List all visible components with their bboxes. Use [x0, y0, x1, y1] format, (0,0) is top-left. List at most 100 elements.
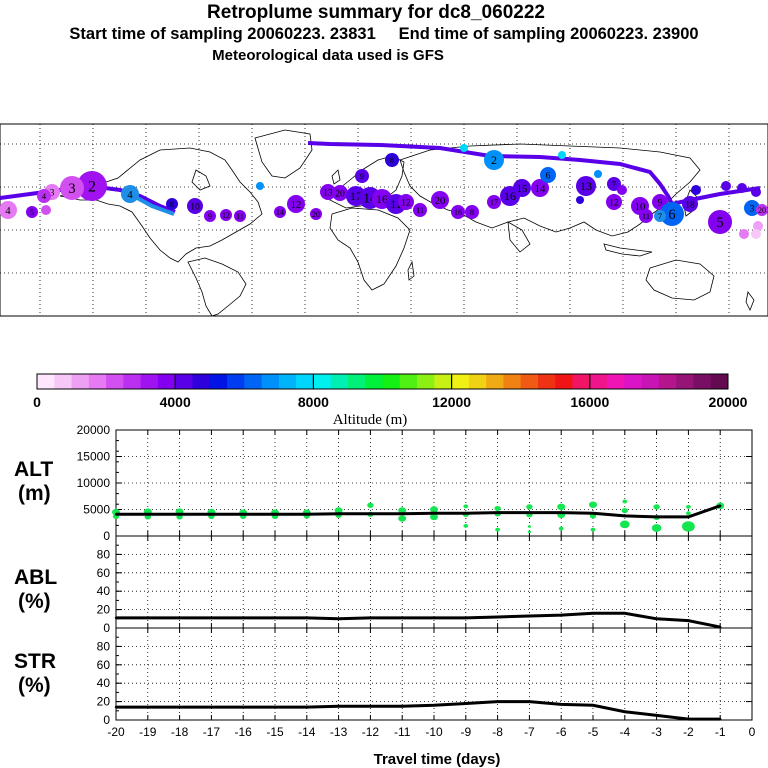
- series-point: [305, 616, 308, 620]
- plume-day-label: 10: [190, 201, 200, 212]
- colorbar-swatch: [347, 374, 366, 389]
- colorbar-swatch: [227, 374, 245, 389]
- colorbar-swatch: [693, 374, 712, 389]
- altitude-scatter-point: [682, 521, 695, 532]
- colorbar-swatch: [624, 374, 643, 389]
- colorbar-swatch: [192, 374, 211, 389]
- plume-marker: [751, 229, 761, 239]
- colorbar-swatch: [37, 374, 55, 389]
- plume-marker-circle: [431, 191, 449, 209]
- plume-day-label: 11: [236, 212, 244, 221]
- colorbar-title: Altitude (m): [333, 412, 408, 428]
- series-point: [591, 612, 595, 615]
- plume-marker: 12: [220, 209, 232, 221]
- coast-south-america: [187, 257, 247, 317]
- x-tick-label: -14: [298, 725, 316, 739]
- y-tick-label: 5000: [83, 503, 110, 517]
- series-point: [687, 717, 690, 721]
- plume-marker: 11: [234, 210, 246, 222]
- colorbar-swatch: [313, 374, 332, 389]
- plume-day-label: 11: [642, 212, 650, 221]
- series-point: [337, 705, 340, 708]
- plume-marker-circle: [513, 179, 531, 197]
- colorbar-swatch: [589, 374, 608, 389]
- plume-day-label: 9: [658, 197, 663, 208]
- series-point: [337, 617, 340, 620]
- series-point: [623, 514, 626, 518]
- plume-day-label: 4: [127, 189, 133, 201]
- series-point: [369, 705, 372, 708]
- map-graticule: [0, 124, 768, 316]
- y-tick-label: 10000: [77, 476, 111, 490]
- plume-marker-circle: [256, 182, 264, 190]
- plume-marker: 15: [513, 179, 531, 197]
- plume-marker-circle: [751, 229, 761, 239]
- plume-marker: 20: [756, 204, 768, 216]
- series-point: [655, 714, 658, 717]
- x-tick-label: -3: [651, 725, 662, 739]
- colorbar-swatch: [676, 374, 694, 389]
- coast-hudson-bay: [191, 169, 211, 191]
- series-point: [178, 513, 181, 516]
- series-point: [369, 616, 372, 620]
- plume-marker: 2: [484, 150, 504, 170]
- plume-day-label: 4: [5, 205, 11, 217]
- colorbar-swatch: [434, 374, 453, 389]
- plume-marker: 20: [431, 191, 449, 209]
- series-point: [464, 702, 467, 705]
- colorbar-tick-label: 12000: [432, 394, 471, 410]
- y-tick-label: 20: [97, 695, 111, 709]
- series-point: [178, 705, 181, 709]
- plume-marker: 8: [465, 205, 479, 219]
- colorbar-tick-label: 8000: [298, 394, 329, 410]
- plume-marker: 9: [355, 169, 369, 183]
- plume-marker-circle: [739, 229, 749, 239]
- series-point: [401, 705, 404, 708]
- series-point: [305, 705, 308, 709]
- x-tick-label: -20: [107, 725, 125, 739]
- colorbar-frame: [36, 373, 729, 390]
- altitude-scatter-point: [590, 527, 596, 532]
- series-point: [623, 710, 626, 713]
- series-point: [719, 717, 722, 721]
- plume-marker-circle: [187, 198, 203, 214]
- series-point: [432, 616, 436, 620]
- plume-marker-circle: [320, 184, 336, 200]
- x-tick-label: -12: [362, 725, 380, 739]
- plume-day-label: 11: [416, 206, 424, 215]
- plume-day-label: 8: [390, 156, 394, 165]
- y-tick-label: 20: [97, 603, 111, 617]
- colorbar-swatch: [572, 374, 591, 389]
- altitude-scatter-point: [398, 507, 407, 514]
- colorbar-swatch: [330, 374, 349, 389]
- series-point: [210, 616, 213, 620]
- plume-marker: [41, 205, 51, 215]
- altitude-scatter-point: [527, 530, 532, 534]
- series-point: [496, 511, 499, 514]
- abl-panel-label: ABL: [14, 566, 57, 589]
- plume-marker-circle: [121, 185, 139, 203]
- altitude-scatter-point: [430, 513, 438, 521]
- plume-marker: [256, 182, 264, 190]
- plume-day-label: 14: [276, 208, 284, 217]
- plume-day-label: 17: [350, 189, 362, 203]
- altitude-colorbar: 0 4000 8000 12000 16000 20000: [33, 373, 748, 410]
- plume-marker-circle: [751, 187, 761, 197]
- colorbar-swatch: [261, 374, 280, 389]
- series-point: [305, 513, 308, 516]
- plume-day-label: 11: [390, 197, 402, 211]
- y-tick-label: 0: [103, 713, 110, 727]
- plume-marker: 11: [639, 209, 653, 223]
- series-point: [146, 705, 149, 709]
- plume-marker: [753, 221, 763, 231]
- colorbar-swatch: [54, 374, 73, 389]
- colorbar-swatch: [486, 374, 504, 389]
- plume-day-label: 15: [517, 183, 528, 195]
- altitude-scatter-point: [589, 501, 597, 508]
- series-point: [401, 512, 404, 515]
- series-line-alt: [116, 504, 721, 519]
- x-tick-label: -17: [203, 725, 221, 739]
- plume-marker: 2: [77, 171, 107, 201]
- series-point: [337, 512, 340, 515]
